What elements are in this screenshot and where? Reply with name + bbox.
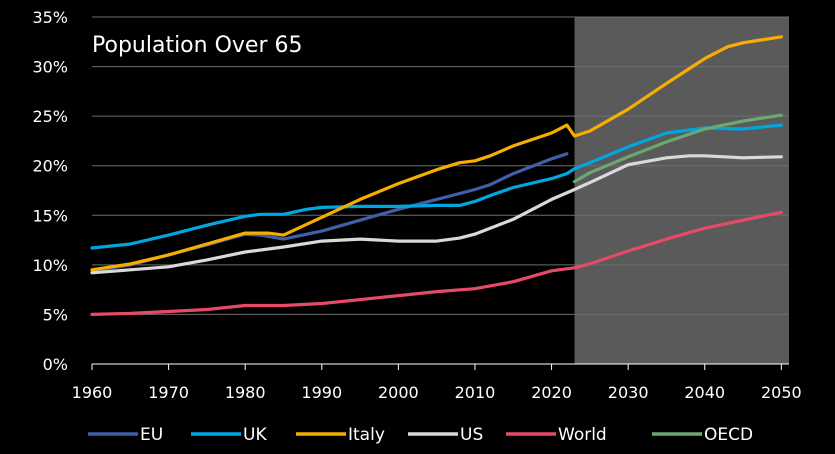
x-ticks: 1960 1970 1980 1990 2000 2010 2020 2030 2040 2050 [72, 364, 802, 402]
y-ticks: 0% 5% 10% 15% 20% 25% 30% 35% [32, 8, 68, 374]
y-tick-label: 35% [32, 8, 68, 27]
legend-label-us: US [460, 425, 483, 445]
y-tick-label: 5% [43, 305, 68, 324]
projection-shade [574, 17, 789, 364]
legend-label-world: World [558, 425, 607, 445]
y-tick-label: 15% [32, 206, 68, 225]
x-tick-label: 1980 [225, 383, 266, 402]
x-tick-label: 2040 [684, 383, 725, 402]
y-tick-label: 30% [32, 58, 68, 77]
chart-title: Population Over 65 [92, 33, 302, 58]
x-tick-label: 2000 [378, 383, 419, 402]
x-tick-label: 2050 [761, 383, 802, 402]
x-tick-label: 1990 [301, 383, 342, 402]
y-tick-label: 25% [32, 107, 68, 126]
x-tick-label: 2030 [608, 383, 649, 402]
legend-label-oecd: OECD [704, 425, 753, 445]
legend-label-uk: UK [243, 425, 267, 445]
gridlines [92, 16, 789, 315]
legend: EU UK Italy US World OECD [88, 425, 753, 445]
series-line-italy [90, 35, 783, 272]
y-tick-label: 10% [32, 256, 68, 275]
legend-label-eu: EU [140, 425, 163, 445]
series-line-us [90, 154, 783, 275]
y-tick-label: 20% [32, 157, 68, 176]
legend-label-italy: Italy [348, 425, 385, 445]
x-tick-label: 2020 [531, 383, 572, 402]
x-tick-label: 1960 [72, 383, 113, 402]
series-lines [90, 35, 783, 316]
series-line-world [90, 210, 783, 316]
x-tick-label: 2010 [455, 383, 496, 402]
series-line-oecd [572, 113, 783, 184]
series-line-uk [90, 123, 783, 250]
x-tick-label: 1970 [148, 383, 189, 402]
y-tick-label: 0% [43, 355, 68, 374]
